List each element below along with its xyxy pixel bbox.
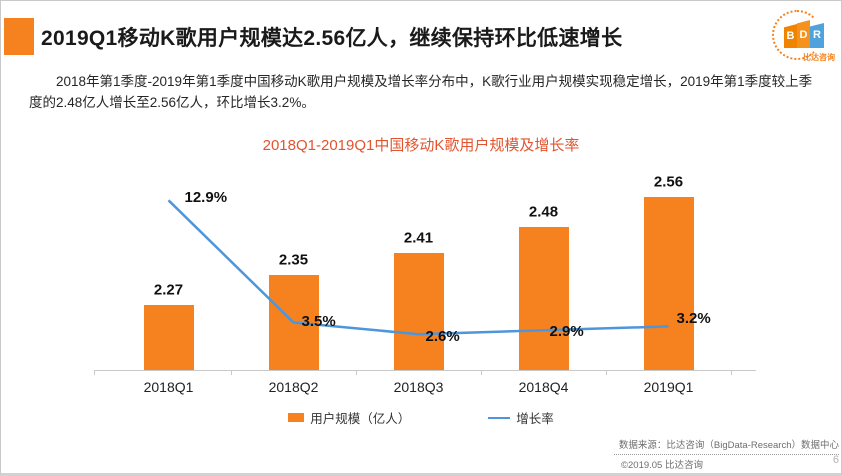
x-axis-label: 2018Q3 — [393, 379, 444, 395]
growth-rate-polyline — [167, 199, 669, 336]
bar-value-label: 2.27 — [153, 281, 184, 299]
growth-point-label: 3.5% — [301, 312, 336, 330]
logo-letter-b: B — [784, 24, 797, 48]
footer-bottom-row: ©2019.05 比达咨询 6 — [621, 454, 839, 471]
bar-value-label: 2.41 — [403, 229, 434, 247]
growth-point-label: 2.6% — [425, 328, 460, 346]
page-title: 2019Q1移动K歌用户规模达2.56亿人，继续保持环比低速增长 — [41, 27, 623, 50]
x-axis-label: 2019Q1 — [643, 379, 694, 395]
x-axis-tick — [94, 370, 95, 375]
x-axis-label: 2018Q4 — [518, 379, 569, 395]
x-axis-tick — [231, 370, 232, 375]
x-axis-tick — [606, 370, 607, 375]
x-axis-label: 2018Q1 — [143, 379, 194, 395]
data-source-note: 数据来源：比达咨询（BigData-Research）数据中心 — [618, 440, 839, 451]
growth-point-label: 2.9% — [549, 323, 584, 341]
growth-point-label: 12.9% — [184, 189, 228, 207]
logo-letter-r: R — [810, 23, 824, 48]
x-axis-tick — [356, 370, 357, 375]
copyright-note: ©2019.05 比达咨询 — [621, 460, 703, 471]
logo-buildings-icon: B D R — [784, 20, 824, 48]
x-axis-tick — [731, 370, 732, 375]
chart-legend: 用户规模（亿人） 增长率 — [1, 408, 841, 427]
line-swatch-icon — [488, 416, 511, 419]
logo-dotted-ring-icon — [772, 10, 822, 60]
bar — [393, 252, 444, 370]
x-axis-tick — [481, 370, 482, 375]
page-number: 6 — [832, 454, 839, 466]
growth-point-label: 3.2% — [676, 310, 711, 328]
bar-value-label: 2.35 — [278, 251, 309, 269]
bar-swatch-icon — [288, 413, 305, 422]
legend-label-growth: 增长率 — [516, 412, 554, 426]
bar — [518, 226, 569, 370]
bar — [643, 197, 694, 370]
x-axis-label: 2018Q2 — [268, 379, 319, 395]
legend-item-growth: 增长率 — [488, 408, 554, 427]
title-accent-square — [4, 18, 34, 55]
footer-divider — [614, 454, 839, 455]
logo-letter-d: D — [797, 20, 810, 48]
bdr-logo: B D R 比达咨询 — [771, 9, 835, 65]
bar — [143, 304, 194, 370]
footer: 数据来源：比达咨询（BigData-Research）数据中心 ©2019.05… — [556, 437, 839, 471]
chart-title: 2018Q1-2019Q1中国移动K歌用户规模及增长率 — [262, 137, 580, 154]
x-axis-line — [94, 370, 756, 371]
logo-company-name: 比达咨询 — [803, 53, 835, 62]
legend-label-users: 用户规模（亿人） — [310, 412, 411, 426]
bar-value-label: 2.56 — [653, 173, 684, 191]
bar-value-label: 2.48 — [528, 203, 559, 221]
summary-paragraph: 2018年第1季度-2019年第1季度中国移动K歌用户规模及增长率分布中，K歌行… — [29, 74, 813, 110]
legend-item-users: 用户规模（亿人） — [288, 408, 410, 427]
